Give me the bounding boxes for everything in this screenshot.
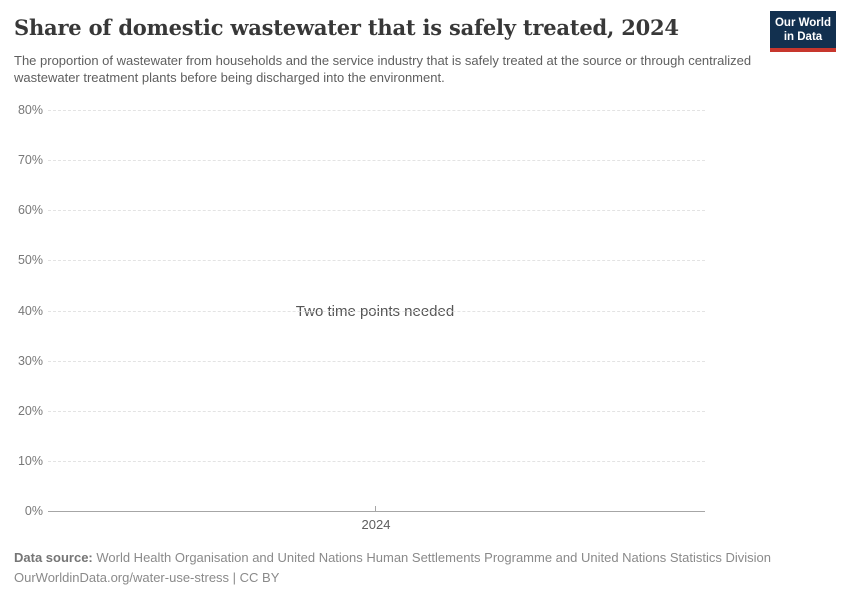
- empty-state-message: Two time points needed: [0, 302, 750, 321]
- x-axis-tick-mark: [375, 506, 376, 511]
- y-axis-label: 70%: [17, 153, 43, 168]
- chart-subtitle: The proportion of wastewater from househ…: [14, 53, 752, 85]
- y-axis-label: 0%: [24, 504, 43, 518]
- empty-state-message-text: Two time points needed: [285, 302, 465, 321]
- license-line[interactable]: OurWorldinData.org/water-use-stress | CC…: [14, 568, 834, 588]
- chart-title: Share of domestic wastewater that is saf…: [14, 15, 679, 40]
- gridline: [48, 210, 705, 212]
- license-text: OurWorldinData.org/water-use-stress | CC…: [14, 570, 280, 585]
- y-axis-label: 20%: [17, 403, 43, 418]
- y-axis-label: 50%: [17, 253, 43, 268]
- y-axis-label: 60%: [17, 203, 43, 218]
- chart-footer: Data source: World Health Organisation a…: [14, 548, 834, 588]
- owid-logo[interactable]: Our World in Data: [770, 11, 836, 52]
- data-source-label: Data source:: [14, 550, 93, 565]
- gridline: [48, 310, 705, 312]
- owid-logo-line1: Our World: [774, 17, 831, 29]
- gridline: [48, 410, 705, 412]
- x-axis-line: [48, 511, 705, 512]
- gridline: [48, 160, 705, 162]
- gridline: [48, 460, 705, 462]
- y-axis-label: 30%: [17, 353, 43, 368]
- x-axis-tick-label: 2024: [361, 517, 391, 532]
- gridline: [48, 110, 705, 111]
- y-axis-label: 40%: [17, 303, 43, 318]
- gridline: [48, 360, 705, 362]
- data-source-line: Data source: World Health Organisation a…: [14, 548, 834, 568]
- owid-logo-line2: in Data: [783, 31, 823, 43]
- data-source-text: World Health Organisation and United Nat…: [92, 550, 771, 565]
- gridline: [48, 260, 705, 262]
- y-axis-label: 10%: [17, 453, 43, 468]
- y-axis-label: 80%: [17, 103, 43, 117]
